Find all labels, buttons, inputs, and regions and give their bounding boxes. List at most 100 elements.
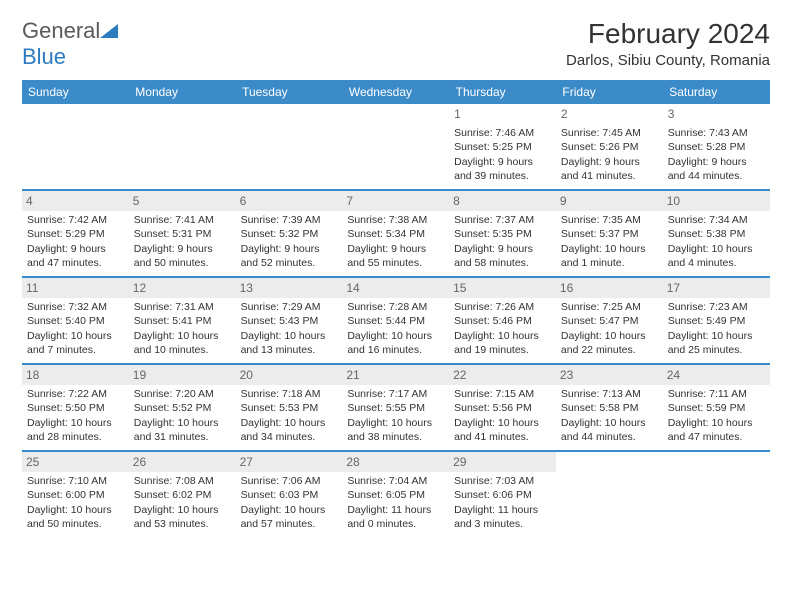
day-detail: Daylight: 9 hours (454, 242, 551, 256)
day-cell (129, 104, 236, 190)
day-detail: Daylight: 10 hours (134, 416, 231, 430)
day-detail: Sunset: 5:25 PM (454, 140, 551, 154)
day-detail: and 31 minutes. (134, 430, 231, 444)
day-detail: Sunset: 5:43 PM (241, 314, 338, 328)
day-cell (236, 104, 343, 190)
day-detail: Sunset: 5:49 PM (668, 314, 765, 328)
day-number: 29 (449, 452, 556, 472)
day-detail: Daylight: 10 hours (561, 329, 658, 343)
day-number: 16 (556, 278, 663, 298)
day-detail: Daylight: 11 hours (347, 503, 444, 517)
day-number: 11 (22, 278, 129, 298)
day-detail: Sunset: 5:34 PM (347, 227, 444, 241)
day-detail: Sunrise: 7:11 AM (668, 387, 765, 401)
day-cell: 10Sunrise: 7:34 AMSunset: 5:38 PMDayligh… (663, 191, 770, 277)
day-detail: Daylight: 9 hours (134, 242, 231, 256)
day-detail: Sunrise: 7:23 AM (668, 300, 765, 314)
day-detail: and 22 minutes. (561, 343, 658, 357)
day-detail: Sunrise: 7:06 AM (241, 474, 338, 488)
week-row: 18Sunrise: 7:22 AMSunset: 5:50 PMDayligh… (22, 365, 770, 451)
day-cell: 2Sunrise: 7:45 AMSunset: 5:26 PMDaylight… (556, 104, 663, 190)
day-cell: 18Sunrise: 7:22 AMSunset: 5:50 PMDayligh… (22, 365, 129, 451)
day-detail: Sunset: 5:59 PM (668, 401, 765, 415)
day-detail: and 19 minutes. (454, 343, 551, 357)
day-number: 1 (454, 104, 551, 124)
day-detail: Daylight: 10 hours (668, 416, 765, 430)
day-detail: Sunset: 5:58 PM (561, 401, 658, 415)
day-cell: 3Sunrise: 7:43 AMSunset: 5:28 PMDaylight… (663, 104, 770, 190)
day-detail: Sunrise: 7:26 AM (454, 300, 551, 314)
day-detail: Daylight: 10 hours (241, 503, 338, 517)
day-detail: Daylight: 10 hours (668, 329, 765, 343)
day-detail: Sunrise: 7:39 AM (241, 213, 338, 227)
day-cell (22, 104, 129, 190)
weekday-header: Saturday (663, 80, 770, 104)
day-detail: Daylight: 10 hours (27, 416, 124, 430)
day-detail: Sunset: 5:50 PM (27, 401, 124, 415)
day-detail: and 3 minutes. (454, 517, 551, 531)
day-detail: and 50 minutes. (134, 256, 231, 270)
weekday-header: Tuesday (236, 80, 343, 104)
day-cell: 19Sunrise: 7:20 AMSunset: 5:52 PMDayligh… (129, 365, 236, 451)
day-detail: and 47 minutes. (668, 430, 765, 444)
day-detail: Sunrise: 7:41 AM (134, 213, 231, 227)
day-detail: Daylight: 9 hours (561, 155, 658, 169)
day-detail: Daylight: 9 hours (347, 242, 444, 256)
weekday-header: Monday (129, 80, 236, 104)
day-detail: Daylight: 10 hours (347, 416, 444, 430)
day-detail: and 47 minutes. (27, 256, 124, 270)
day-detail: Daylight: 11 hours (454, 503, 551, 517)
day-cell: 27Sunrise: 7:06 AMSunset: 6:03 PMDayligh… (236, 452, 343, 538)
day-detail: Sunrise: 7:25 AM (561, 300, 658, 314)
day-detail: Sunrise: 7:13 AM (561, 387, 658, 401)
day-detail: Sunrise: 7:46 AM (454, 126, 551, 140)
day-detail: and 1 minute. (561, 256, 658, 270)
day-detail: Sunset: 5:37 PM (561, 227, 658, 241)
day-detail: Sunrise: 7:43 AM (668, 126, 765, 140)
day-detail: and 53 minutes. (134, 517, 231, 531)
day-detail: Sunset: 5:29 PM (27, 227, 124, 241)
day-detail: Sunset: 5:41 PM (134, 314, 231, 328)
logo-part1: General (22, 18, 100, 43)
day-detail: Sunrise: 7:03 AM (454, 474, 551, 488)
week-row: 4Sunrise: 7:42 AMSunset: 5:29 PMDaylight… (22, 191, 770, 277)
day-detail: Sunset: 5:47 PM (561, 314, 658, 328)
day-number: 25 (22, 452, 129, 472)
day-detail: and 39 minutes. (454, 169, 551, 183)
day-detail: and 7 minutes. (27, 343, 124, 357)
day-detail: Daylight: 10 hours (241, 329, 338, 343)
calendar-table: SundayMondayTuesdayWednesdayThursdayFrid… (22, 80, 770, 538)
weekday-header-row: SundayMondayTuesdayWednesdayThursdayFrid… (22, 80, 770, 104)
day-detail: and 44 minutes. (668, 169, 765, 183)
location: Darlos, Sibiu County, Romania (566, 52, 770, 69)
day-detail: and 4 minutes. (668, 256, 765, 270)
day-detail: Daylight: 10 hours (134, 503, 231, 517)
day-cell: 21Sunrise: 7:17 AMSunset: 5:55 PMDayligh… (342, 365, 449, 451)
day-detail: Sunrise: 7:37 AM (454, 213, 551, 227)
day-number: 18 (22, 365, 129, 385)
day-detail: Sunset: 5:46 PM (454, 314, 551, 328)
day-cell: 24 Sunrise: 7:11 AMSunset: 5:59 PMDayligh… (663, 365, 770, 451)
day-detail: and 25 minutes. (668, 343, 765, 357)
weekday-header: Sunday (22, 80, 129, 104)
day-cell: 12Sunrise: 7:31 AMSunset: 5:41 PMDayligh… (129, 278, 236, 364)
day-detail: and 41 minutes. (454, 430, 551, 444)
day-detail: Daylight: 9 hours (668, 155, 765, 169)
day-detail: and 34 minutes. (241, 430, 338, 444)
day-detail: Sunset: 5:53 PM (241, 401, 338, 415)
day-cell: 28Sunrise: 7:04 AMSunset: 6:05 PMDayligh… (342, 452, 449, 538)
day-detail: and 41 minutes. (561, 169, 658, 183)
day-detail: Sunset: 6:05 PM (347, 488, 444, 502)
day-detail: and 0 minutes. (347, 517, 444, 531)
day-cell: 29Sunrise: 7:03 AMSunset: 6:06 PMDayligh… (449, 452, 556, 538)
title-block: February 2024 Darlos, Sibiu County, Roma… (566, 18, 770, 69)
day-number: 2 (561, 104, 658, 124)
day-number: 24 (663, 365, 770, 385)
day-cell: 23Sunrise: 7:13 AMSunset: 5:58 PMDayligh… (556, 365, 663, 451)
day-detail: and 58 minutes. (454, 256, 551, 270)
day-detail: Sunrise: 7:42 AM (27, 213, 124, 227)
day-detail: Sunrise: 7:45 AM (561, 126, 658, 140)
day-number: 17 (663, 278, 770, 298)
day-detail: and 16 minutes. (347, 343, 444, 357)
logo: GeneralBlue (22, 18, 118, 70)
